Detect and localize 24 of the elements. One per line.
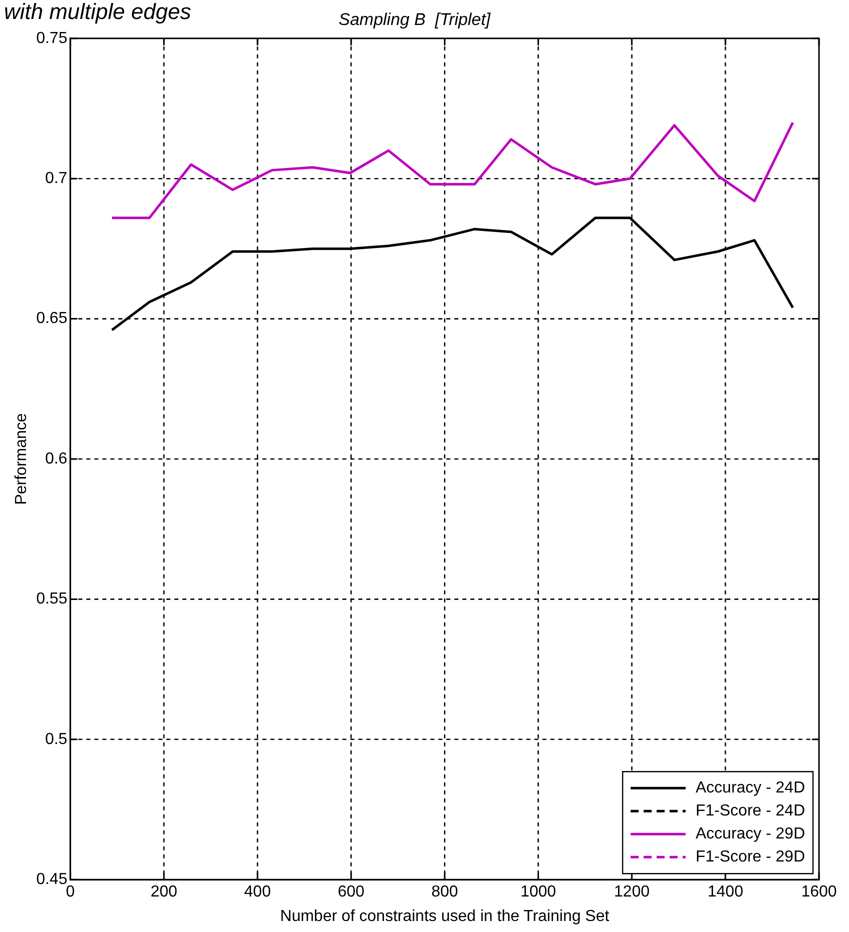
y-tick-label: 0.7 — [45, 170, 68, 188]
y-tick-label: 0.45 — [36, 871, 68, 888]
legend-label: F1-Score - 29D — [696, 848, 806, 866]
y-axis-title: Performance — [13, 413, 30, 505]
y-tick-label: 0.65 — [36, 310, 68, 328]
x-tick-label: 600 — [338, 884, 365, 901]
x-tick-label: 1000 — [520, 884, 556, 901]
y-tick-label: 0.6 — [45, 450, 68, 468]
x-tick-label: 0 — [66, 884, 75, 901]
x-tick-label: 800 — [431, 884, 458, 901]
y-tick-label: 0.5 — [45, 730, 68, 748]
chart-title: Sampling B [Triplet] — [338, 10, 492, 29]
y-tick-label: 0.75 — [36, 30, 68, 47]
x-tick-label: 400 — [244, 884, 271, 901]
x-tick-label: 1600 — [801, 884, 837, 901]
text: with multiple edges — [4, 0, 192, 24]
legend-label: Accuracy - 24D — [696, 780, 806, 797]
legend-label: Accuracy - 29D — [696, 826, 806, 843]
x-tick-label: 1400 — [708, 884, 744, 901]
y-tick-label: 0.55 — [36, 590, 68, 608]
x-axis-title: Number of constraints used in the Training Set — [280, 908, 610, 925]
x-tick-label: 200 — [150, 884, 178, 901]
x-tick-label: 1200 — [614, 884, 650, 901]
legend-label: F1-Score - 24D — [696, 802, 806, 820]
